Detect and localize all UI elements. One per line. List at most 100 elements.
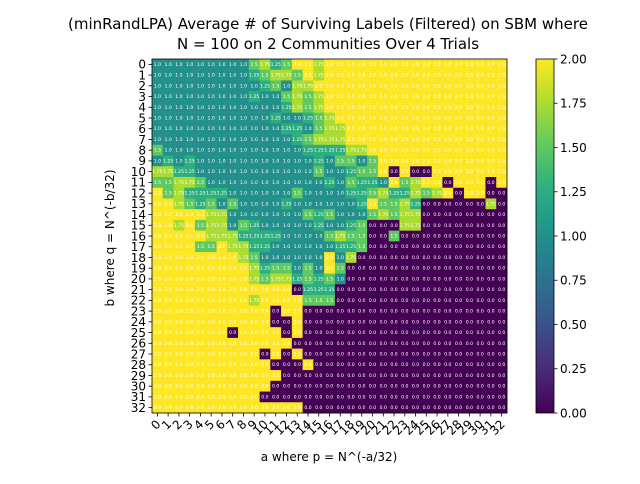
cell-value-label: 0.0 (358, 341, 365, 347)
cell-value-label: 2.0 (390, 73, 397, 79)
cell-value-label: 2.0 (358, 116, 365, 122)
heatmap-cell (496, 209, 508, 221)
cell-value-label: 0.0 (444, 319, 451, 325)
cell-value-label: 1.5 (347, 180, 354, 186)
cell-value-label: 0.0 (455, 287, 462, 293)
heatmap-cell (302, 123, 314, 135)
cell-value-label: 2.0 (390, 83, 397, 89)
cell-value-label: 2.0 (197, 255, 204, 261)
cell-value-label: 2.0 (164, 287, 171, 293)
cell-value-label: 0.0 (455, 244, 462, 250)
cell-value-label: 2.0 (197, 212, 204, 218)
heatmap-cell (463, 359, 476, 371)
cell-value-label: 1.0 (164, 126, 171, 132)
heatmap-cell (162, 144, 174, 156)
heatmap-cell (442, 219, 454, 231)
heatmap-cell (248, 380, 260, 392)
heatmap-cell (420, 144, 432, 156)
cell-value-label: 2.0 (229, 394, 236, 400)
heatmap-cell (324, 348, 336, 360)
cell-value-label: 2.0 (175, 319, 182, 325)
cell-value-label: 2.0 (208, 352, 215, 358)
cell-value-label: 0.0 (304, 384, 311, 390)
cell-value-label: 1.0 (251, 105, 258, 111)
cell-value-label: 1.75 (228, 234, 238, 240)
heatmap-cell (453, 252, 465, 264)
heatmap-cell (313, 198, 325, 210)
cell-value-label: 0.0 (401, 319, 408, 325)
cell-value-label: 0.0 (444, 180, 451, 186)
heatmap-cell (345, 359, 357, 371)
cell-value-label: 1.0 (251, 83, 258, 89)
heatmap-cell (313, 402, 325, 414)
cell-value-label: 1.0 (240, 137, 247, 143)
cell-value-label: 1.0 (208, 126, 215, 132)
heatmap-cell (496, 391, 508, 403)
heatmap-cell (377, 112, 389, 124)
heatmap-cell (238, 198, 250, 210)
cell-value-label: 0.0 (466, 341, 473, 347)
heatmap-cell (313, 295, 325, 307)
heatmap-cell (302, 91, 314, 103)
cell-value-label: 1.0 (240, 126, 247, 132)
cell-value-label: 2.0 (380, 83, 387, 89)
heatmap-cell (410, 91, 422, 103)
heatmap-cell (152, 273, 164, 285)
heatmap-cell (259, 402, 271, 414)
y-tick-label: 16 (131, 229, 146, 243)
heatmap-cell (431, 209, 443, 221)
heatmap-cell (388, 370, 400, 382)
heatmap-cell (184, 177, 196, 189)
cell-value-label: 2.0 (294, 405, 301, 411)
cell-value-label: 1.5 (390, 201, 397, 207)
cell-value-label: 2.0 (455, 105, 462, 111)
cell-value-label: 2.0 (294, 309, 301, 315)
heatmap-cell (474, 327, 486, 339)
heatmap-cell (291, 391, 303, 403)
heatmap-cell (152, 177, 164, 189)
heatmap-cell (173, 101, 185, 113)
cell-value-label: 2.0 (347, 62, 354, 68)
heatmap-cell (377, 262, 389, 274)
heatmap-cell (205, 380, 217, 392)
heatmap-cell (345, 284, 357, 296)
heatmap-cell (399, 337, 411, 349)
heatmap-cell (367, 59, 379, 71)
heatmap-cell (334, 241, 346, 253)
cell-value-label: 1.5 (337, 158, 344, 164)
cell-value-label: 0.0 (455, 266, 462, 272)
cell-value-label: 2.0 (412, 158, 419, 164)
cell-value-label: 2.0 (444, 94, 451, 100)
cell-value-label: 0.0 (401, 244, 408, 250)
heatmap-cell (388, 187, 400, 199)
heatmap-cell (173, 380, 185, 392)
cell-value-label: 1.0 (283, 169, 290, 175)
cell-value-label: 0.0 (412, 352, 419, 358)
cell-value-label: 0.0 (487, 298, 494, 304)
y-tick-label: 0 (138, 58, 146, 72)
cell-value-label: 0.0 (487, 191, 494, 197)
heatmap-cell (270, 134, 282, 146)
cell-value-label: 0.0 (412, 384, 419, 390)
heatmap-cell (453, 295, 465, 307)
heatmap-cell (367, 295, 379, 307)
cell-value-label: 2.0 (294, 62, 301, 68)
cell-value-label: 1.25 (260, 83, 270, 89)
cell-value-label: 0.0 (358, 276, 365, 282)
cell-value-label: 2.0 (455, 126, 462, 132)
cell-value-label: 0.0 (390, 373, 397, 379)
cell-value-label: 2.0 (369, 137, 376, 143)
cell-value-label: 0.0 (326, 362, 333, 368)
heatmap-cell (388, 230, 400, 242)
heatmap-cell (485, 262, 497, 274)
heatmap-cell (485, 144, 497, 156)
heatmap-cell (195, 305, 207, 317)
cell-value-label: 2.0 (369, 126, 376, 132)
heatmap-cell (152, 112, 164, 124)
cell-value-label: 2.0 (455, 148, 462, 154)
y-tick-label: 15 (131, 219, 146, 233)
cell-value-label: 0.0 (380, 255, 387, 261)
cell-value-label: 1.5 (304, 94, 311, 100)
heatmap-cell (270, 198, 282, 210)
heatmap-cell (184, 327, 196, 339)
